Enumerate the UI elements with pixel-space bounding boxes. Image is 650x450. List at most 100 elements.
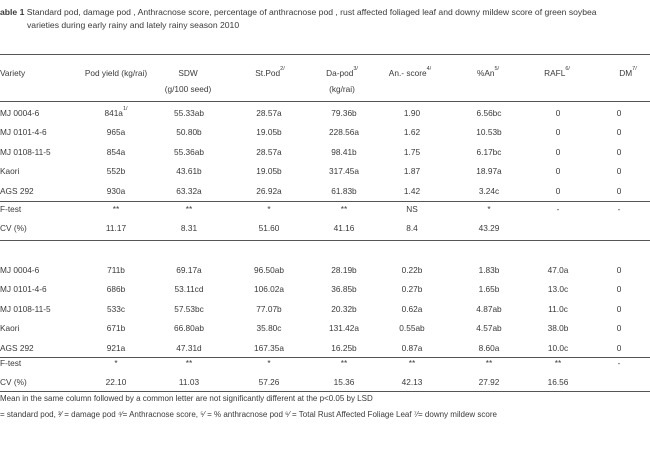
table-cell: 16.25b bbox=[314, 338, 374, 358]
table-cell: 20.32b bbox=[314, 299, 374, 319]
stat-value: 16.56 bbox=[547, 377, 569, 388]
table-cell: 317.45a bbox=[314, 162, 374, 182]
table-cell: 0 bbox=[588, 260, 650, 280]
table-cell: 10.53b bbox=[450, 123, 528, 143]
cell-value: AGS 292 bbox=[0, 185, 34, 196]
cell-value: 16.25b bbox=[331, 342, 357, 353]
table-cell: 0 bbox=[528, 181, 588, 201]
stat-value bbox=[588, 373, 650, 393]
stat-value: - bbox=[617, 357, 621, 368]
late-table-row: AGS 292 921a 47.31d 167.35a 16.25b 0.87a 8.60a… bbox=[0, 338, 650, 358]
cell-value: 841a bbox=[104, 107, 123, 118]
stat-value: 41.16 bbox=[333, 223, 355, 234]
cell-value: 965a bbox=[106, 127, 126, 138]
cell-value: Kaori bbox=[0, 323, 20, 334]
cell-value: 921a bbox=[106, 342, 126, 353]
stat-value: 51.60 bbox=[258, 223, 280, 234]
stat-label: F-test bbox=[0, 203, 22, 214]
cell-value: 0 bbox=[616, 166, 622, 177]
variety-cell: AGS 292 bbox=[0, 181, 78, 201]
table-cell: 0 bbox=[588, 280, 650, 300]
table-cell: 0 bbox=[528, 123, 588, 143]
header-pct-an-sup: 5/ bbox=[494, 66, 500, 72]
cell-value: 0 bbox=[555, 166, 561, 177]
table-cell: 63.32a bbox=[154, 181, 224, 201]
stat-value: - bbox=[617, 203, 621, 214]
cell-value: 18.97a bbox=[476, 166, 502, 177]
cell-value: 0 bbox=[616, 107, 622, 118]
cell-value: 1.62 bbox=[403, 127, 421, 138]
cell-value: MJ 0108-11-5 bbox=[0, 146, 51, 157]
cell-value: 20.32b bbox=[331, 303, 357, 314]
table-cell: 106.02a bbox=[224, 280, 314, 300]
header-rafl-label: RAFL bbox=[544, 68, 566, 78]
stat-value: 43.29 bbox=[478, 223, 500, 234]
cell-value: MJ 0004-6 bbox=[0, 107, 40, 118]
cell-value: 13.0c bbox=[547, 284, 569, 295]
table-cell: 4.57ab bbox=[450, 319, 528, 339]
caption-text: Standard pod, damage pod , Anthracnose s… bbox=[26, 7, 597, 17]
header-sdw: SDW bbox=[178, 68, 198, 78]
stat-value: 57.26 bbox=[258, 377, 280, 388]
table-cell: 6.56bc bbox=[450, 103, 528, 123]
caption-label: able 1 bbox=[0, 7, 25, 17]
early-table-row: AGS 292 930a 63.32a 26.92a 61.83b 1.42 3.24c 0 0 bbox=[0, 181, 650, 201]
header-an-score: An.- score4/ bbox=[389, 66, 432, 78]
header-an-score-sup: 4/ bbox=[426, 66, 432, 72]
header-pct-an: %An5/ bbox=[476, 66, 500, 78]
cell-value: 0 bbox=[616, 185, 622, 196]
table-cell: 6.17bc bbox=[450, 142, 528, 162]
variety-cell: Kaori bbox=[0, 319, 78, 339]
cell-value: 96.50ab bbox=[254, 264, 284, 275]
table-cell: 1.65b bbox=[450, 280, 528, 300]
header-pct-an-label: %An bbox=[476, 68, 495, 78]
table-cell: 1.83b bbox=[450, 260, 528, 280]
early-table-row: MJ 0108-11-5 854a 55.36ab 28.57a 98.41b 1.75 6… bbox=[0, 142, 650, 162]
stat-value bbox=[528, 219, 588, 239]
cell-value: 0.62a bbox=[401, 303, 423, 314]
cell-value: 61.83b bbox=[331, 185, 357, 196]
stat-value: * bbox=[267, 203, 271, 214]
table-cell: 0.62a bbox=[374, 299, 450, 319]
header-da-pod-label: Da-pod bbox=[326, 68, 354, 78]
stat-value: ** bbox=[185, 357, 193, 368]
table-cell: 1.75 bbox=[374, 142, 450, 162]
stat-value: - bbox=[556, 203, 560, 214]
bottom-rule bbox=[0, 391, 650, 392]
late-season-table: MJ 0004-6 711b 69.17a 96.50ab 28.19b 0.22b 1.8… bbox=[0, 260, 650, 358]
table-cell: 0.87a bbox=[374, 338, 450, 358]
table-cell: 57.53bc bbox=[154, 299, 224, 319]
header-st-pod-label: St.Pod bbox=[255, 68, 281, 78]
cell-value: MJ 0004-6 bbox=[0, 264, 40, 275]
stat-value: 22.10 bbox=[105, 377, 127, 388]
cell-value: 552b bbox=[106, 166, 126, 177]
cell-value: 10.0c bbox=[547, 342, 569, 353]
footnote-marker: 1/ bbox=[122, 105, 128, 112]
header-rule bbox=[0, 101, 650, 102]
table-cell: 965a bbox=[78, 123, 154, 143]
table-cell: 19.05b bbox=[224, 123, 314, 143]
table-cell: 28.57a bbox=[224, 142, 314, 162]
stat-label: F-test bbox=[0, 357, 22, 368]
table-caption: able 1 Standard pod, damage pod , Anthra… bbox=[0, 6, 650, 32]
variety-cell: MJ 0101-4-6 bbox=[0, 123, 78, 143]
early-season-table: MJ 0004-6 841a1/55.33ab 28.57a 79.36b 1.90 6.… bbox=[0, 103, 650, 201]
cell-value: 228.56a bbox=[329, 127, 359, 138]
header-dm-label: DM bbox=[619, 68, 633, 78]
stat-label: CV (%) bbox=[0, 223, 27, 234]
early-cv-row: CV (%) 11.17 8.31 51.60 41.16 8.4 43.29 bbox=[0, 219, 650, 239]
cell-value: 0 bbox=[616, 284, 622, 295]
table-cell: 921a bbox=[78, 338, 154, 358]
cell-value: 28.57a bbox=[256, 146, 282, 157]
table-cell: 671b bbox=[78, 319, 154, 339]
variety-cell: AGS 292 bbox=[0, 338, 78, 358]
cell-value: 711b bbox=[107, 264, 125, 275]
cell-value: 1.83b bbox=[478, 264, 500, 275]
cell-value: 0.55ab bbox=[399, 323, 425, 334]
cell-value: 0 bbox=[616, 323, 622, 334]
cell-value: 47.31d bbox=[176, 342, 202, 353]
table-cell: 98.41b bbox=[314, 142, 374, 162]
cell-value: 0 bbox=[616, 264, 622, 275]
late-data-rule bbox=[0, 357, 650, 358]
header-sdw-unit: (g/100 seed) bbox=[164, 84, 212, 94]
